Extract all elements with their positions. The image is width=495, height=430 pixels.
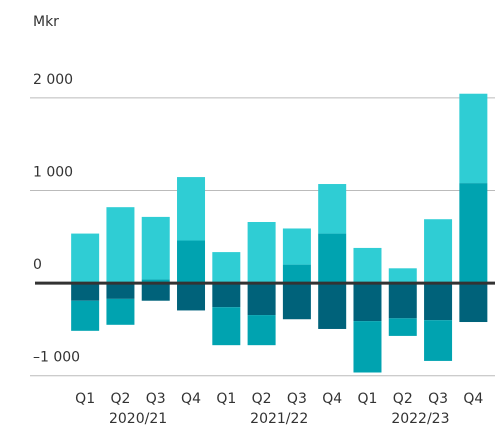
bar-segment [247,315,276,346]
bar-segment [353,247,382,284]
bar-segment [141,279,170,284]
bar-segment [459,93,488,184]
bar-segment [424,219,453,284]
bar-segment [141,216,170,280]
y-tick-label: 1 000 [33,165,73,181]
bar-segment [282,283,311,320]
x-tick-label: Q3 [146,391,166,407]
bar-segment [177,240,206,284]
bar-segment [353,321,382,373]
group-label: 2020/21 [109,411,167,427]
x-tick-label: Q2 [393,391,413,407]
bar-segment [177,177,206,241]
x-tick-label: Q4 [463,391,483,407]
bar-segment [177,283,206,311]
bar-segment [388,283,417,319]
bar-segment [318,283,347,329]
bar-segment [459,183,488,284]
y-tick-label: 0 [33,257,42,273]
y-axis-unit: Mkr [33,14,59,30]
x-tick-label: Q1 [216,391,236,407]
bar-segment [106,283,135,299]
bar-segment [424,320,453,361]
bar-segment [212,252,241,284]
bar-segment [71,300,100,331]
x-tick-label: Q2 [252,391,272,407]
x-tick-label: Q3 [428,391,448,407]
y-tick-label: 2 000 [33,72,73,88]
group-label: 2022/23 [391,411,449,427]
bar-segment [247,283,276,316]
bar-segment [424,283,453,321]
y-tick-label: –1 000 [33,350,80,366]
bar-segment [318,233,347,284]
bar-segment [71,283,100,301]
x-tick-label: Q4 [181,391,201,407]
bar-segment [388,318,417,336]
bar-segment [388,268,417,284]
bar-segment [318,184,347,234]
bar-segment [282,264,311,284]
bar-segment [141,283,170,301]
x-tick-label: Q4 [322,391,342,407]
bar-segment [71,233,100,284]
x-tick-label: Q1 [75,391,95,407]
bar-segment [106,298,135,325]
bar-segment [459,283,488,323]
bar-segment [212,283,241,308]
bar-segment [282,228,311,265]
x-tick-label: Q2 [110,391,130,407]
x-tick-label: Q3 [287,391,307,407]
bar-segment [212,307,241,346]
bar-segment [106,207,135,284]
group-label: 2021/22 [250,411,308,427]
bar-segment [353,283,382,322]
x-tick-label: Q1 [358,391,378,407]
bar-segment [247,221,276,284]
